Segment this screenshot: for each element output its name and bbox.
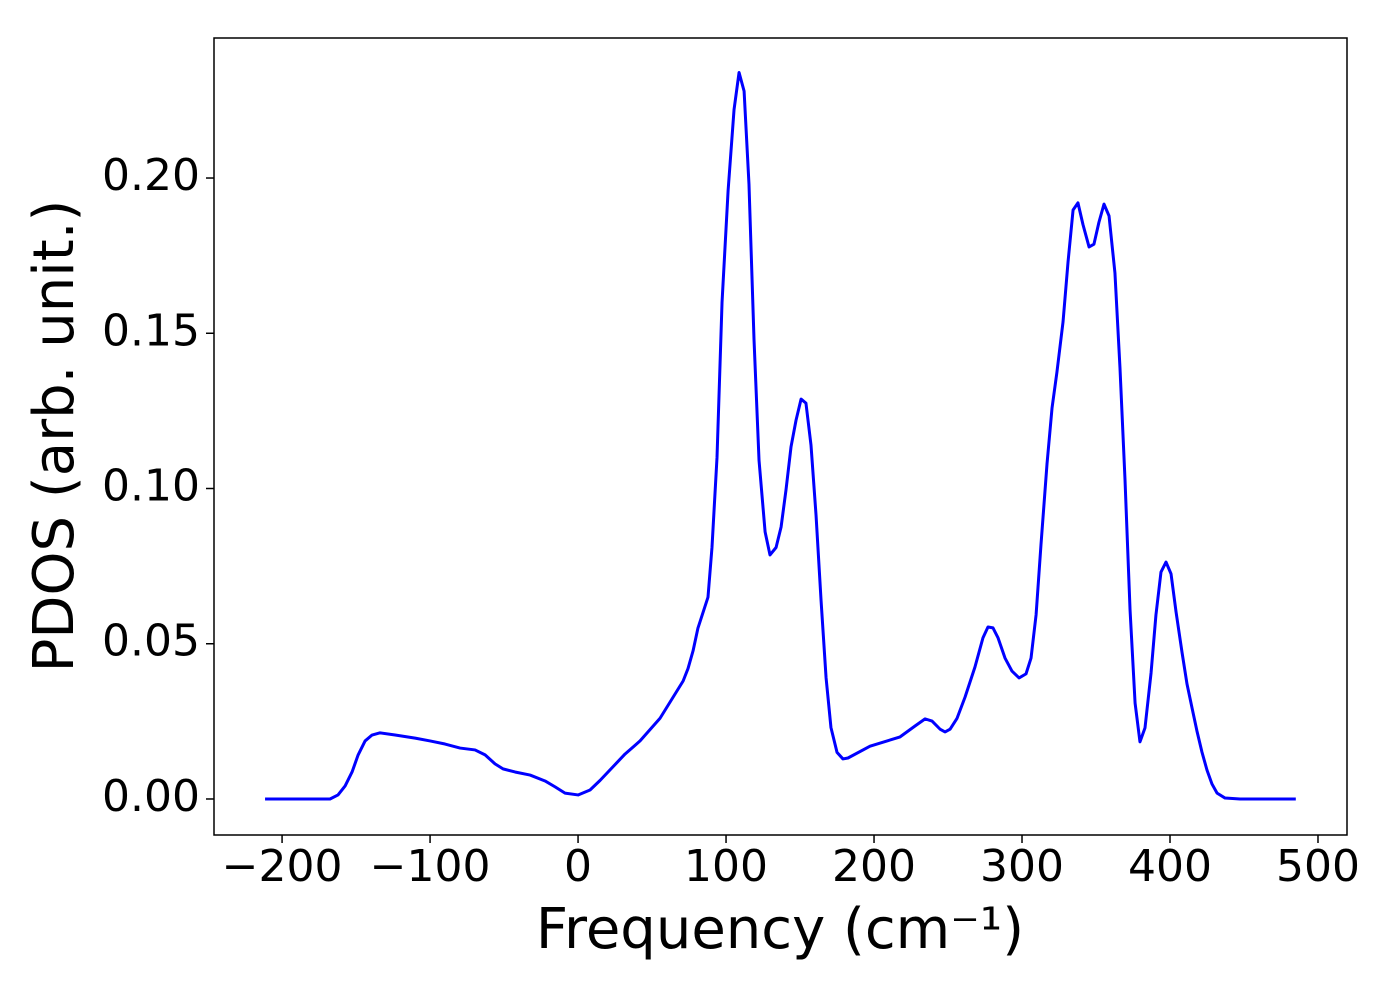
x-tick-label: 200 bbox=[832, 841, 916, 892]
x-tick-label: 400 bbox=[1128, 841, 1212, 892]
y-tick-label: 0.05 bbox=[102, 616, 200, 667]
plot-frame bbox=[213, 37, 1348, 836]
x-tick-label: 0 bbox=[564, 841, 592, 892]
y-tick-label: 0.20 bbox=[102, 150, 200, 201]
x-tick-label: −200 bbox=[222, 841, 343, 892]
data-line bbox=[265, 70, 1296, 801]
y-tick-label: 0.00 bbox=[102, 771, 200, 822]
x-tick-label: 500 bbox=[1276, 841, 1360, 892]
y-axis-label: PDOS (arb. unit.) bbox=[22, 200, 87, 673]
x-axis-label: Frequency (cm⁻¹) bbox=[536, 897, 1024, 962]
y-tick-label: 0.15 bbox=[102, 305, 200, 356]
x-tick-label: 100 bbox=[684, 841, 768, 892]
x-tick-label: −100 bbox=[370, 841, 491, 892]
x-tick-label: 300 bbox=[980, 841, 1064, 892]
y-tick-label: 0.10 bbox=[102, 461, 200, 512]
